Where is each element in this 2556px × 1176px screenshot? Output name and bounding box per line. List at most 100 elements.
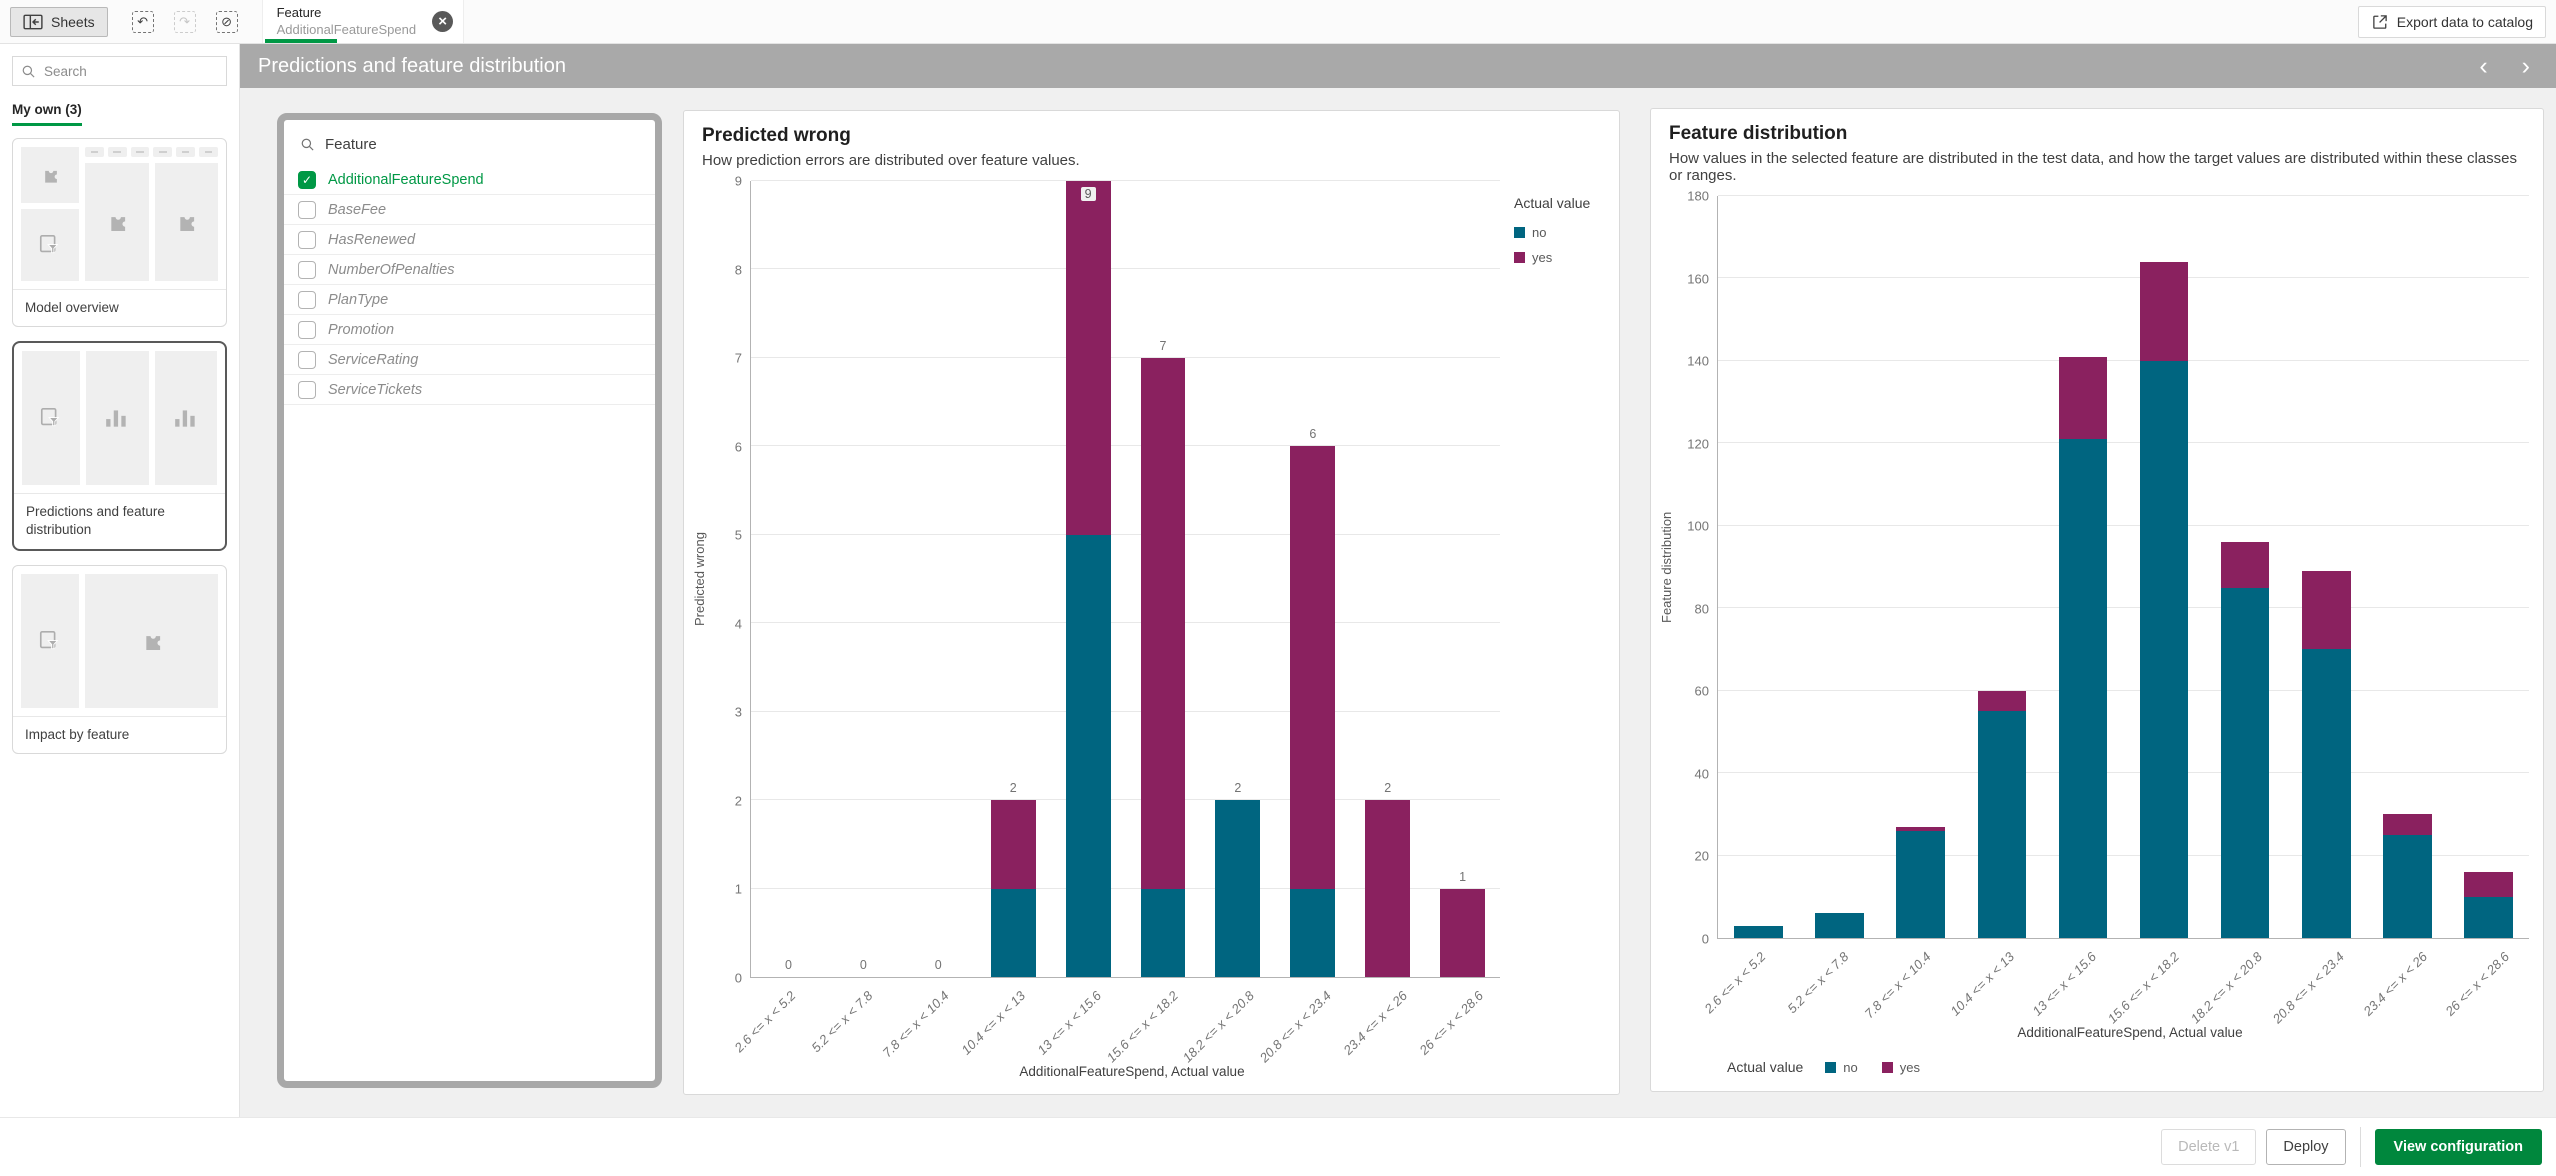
chart-title: Predicted wrong — [702, 125, 851, 146]
y-axis-tick-label: 60 — [1694, 683, 1709, 699]
clear-selections-button[interactable]: ⊘ — [215, 10, 238, 33]
bar-segment-no[interactable] — [2220, 587, 2270, 938]
feature-distribution-chart: Feature distribution How values in the s… — [1650, 108, 2544, 1092]
bar-segment-yes[interactable] — [1065, 181, 1111, 535]
legend-label: yes — [1899, 1059, 1920, 1075]
export-data-button[interactable]: Export data to catalog — [2357, 5, 2546, 38]
sheet-search-box[interactable] — [12, 56, 227, 86]
bar-segment-yes[interactable] — [1896, 826, 1946, 831]
filter-list-item-PlanType[interactable]: PlanType — [284, 285, 655, 315]
selection-field-value: AdditionalFeatureSpend — [276, 21, 417, 37]
puzzle-icon — [45, 170, 57, 183]
bar-segment-yes[interactable] — [1977, 690, 2027, 712]
bar-segment-yes[interactable] — [2464, 872, 2513, 897]
bottom-action-bar: Delete v1 Deploy View configuration — [0, 1117, 2556, 1176]
bar-segment-no[interactable] — [2139, 360, 2189, 938]
step-back-selection-button[interactable]: ↶ — [131, 10, 154, 33]
bar-value-label: 2 — [1384, 781, 1392, 796]
feature-filter-panel: Feature ✓ AdditionalFeatureSpend BaseFee Ha… — [277, 113, 662, 1088]
view-configuration-button[interactable]: View configuration — [2374, 1129, 2542, 1165]
bar-segment-no[interactable] — [1734, 925, 1783, 938]
checkbox-unchecked-icon[interactable] — [298, 230, 316, 249]
checkbox-unchecked-icon[interactable] — [298, 380, 316, 399]
gridline — [751, 268, 1500, 270]
legend-item-yes[interactable]: yes — [1514, 250, 1605, 265]
filter-item-label: NumberOfPenalties — [328, 261, 455, 278]
bar-segment-yes[interactable] — [2382, 814, 2432, 835]
step-forward-selection-button[interactable]: ↷ — [173, 10, 196, 33]
bar-segment-no[interactable] — [1065, 534, 1111, 977]
bar-segment-yes[interactable] — [1365, 800, 1411, 977]
gridline — [751, 622, 1500, 624]
bar-segment-no[interactable] — [2464, 896, 2513, 938]
bar-segment-no[interactable] — [2058, 439, 2108, 938]
bar-segment-yes[interactable] — [2139, 261, 2189, 361]
bar-segment-yes[interactable] — [2220, 542, 2270, 588]
bar-segment-no[interactable] — [1215, 800, 1261, 977]
y-axis-tick-label: 6 — [734, 439, 742, 455]
sheets-sidebar: My own (3) — [0, 44, 240, 1117]
thumb-tile — [22, 351, 80, 486]
filter-list-item-AdditionalFeatureSpend[interactable]: ✓ AdditionalFeatureSpend — [284, 165, 655, 195]
bar-slot — [1961, 196, 2042, 938]
checkbox-unchecked-icon[interactable] — [298, 200, 316, 219]
bar-segment-yes[interactable] — [1140, 357, 1186, 889]
sheet-card-predictions-and-feature-distribution[interactable]: Predictions and feature distribution — [12, 341, 227, 551]
filter-item-label: HasRenewed — [328, 231, 416, 248]
bar-segment-no[interactable] — [1896, 830, 1946, 938]
filter-list-item-Promotion[interactable]: Promotion — [284, 315, 655, 345]
sheets-button[interactable]: Sheets — [10, 6, 108, 37]
y-axis-tick-label: 100 — [1687, 518, 1709, 534]
y-axis-tick-label: 80 — [1694, 601, 1709, 617]
search-icon — [300, 137, 315, 152]
filter-list-item-BaseFee[interactable]: BaseFee — [284, 195, 655, 225]
legend-item-yes[interactable]: yes — [1881, 1059, 1920, 1075]
next-sheet-chevron-icon[interactable]: › — [2521, 51, 2530, 80]
previous-sheet-chevron-icon[interactable]: ‹ — [2479, 51, 2488, 80]
bar-segment-no[interactable] — [1815, 913, 1864, 938]
bar-segment-yes[interactable] — [1290, 446, 1336, 889]
bar-value-label: 0 — [784, 958, 792, 972]
feature-list: ✓ AdditionalFeatureSpend BaseFee HasRenewed… — [284, 165, 655, 405]
filter-list-item-NumberOfPenalties[interactable]: NumberOfPenalties — [284, 255, 655, 285]
sheet-card-impact-by-feature[interactable]: Impact by feature — [12, 564, 227, 754]
checkbox-checked-icon[interactable]: ✓ — [298, 170, 316, 189]
checkbox-unchecked-icon[interactable] — [298, 320, 316, 339]
checkbox-unchecked-icon[interactable] — [298, 290, 316, 309]
bar-segment-no[interactable] — [1977, 711, 2027, 938]
y-axis-title: Feature distribution — [1659, 511, 1674, 624]
deploy-button[interactable]: Deploy — [2266, 1129, 2346, 1165]
checkbox-unchecked-icon[interactable] — [298, 260, 316, 279]
sheet-card-model-overview[interactable]: Model overview — [12, 138, 227, 328]
bar-segment-yes[interactable] — [2301, 571, 2351, 650]
close-icon[interactable]: × — [432, 11, 454, 32]
bar-slot — [2448, 196, 2529, 938]
bar-segment-yes[interactable] — [1440, 888, 1486, 977]
bar-segment-no[interactable] — [1140, 888, 1186, 977]
filter-item-label: BaseFee — [328, 201, 387, 218]
clear-selections-icon: ⊘ — [215, 10, 238, 33]
bar-segment-no[interactable] — [1290, 888, 1336, 977]
filter-list-item-ServiceRating[interactable]: ServiceRating — [284, 345, 655, 375]
legend-item-no[interactable]: no — [1825, 1059, 1858, 1075]
bar-segment-yes[interactable] — [990, 800, 1036, 889]
sheet-card-label: Model overview — [13, 289, 226, 326]
legend-label: no — [1843, 1059, 1858, 1075]
legend-item-no[interactable]: no — [1514, 225, 1605, 240]
bar-segment-yes[interactable] — [2058, 356, 2108, 440]
bar-segment-no[interactable] — [2382, 834, 2432, 938]
search-input[interactable] — [44, 63, 221, 79]
delete-version-button[interactable]: Delete v1 — [2161, 1129, 2257, 1165]
bar-segment-no[interactable] — [2301, 649, 2351, 938]
x-axis-title: AdditionalFeatureSpend, Actual value — [2017, 1025, 2243, 1040]
chart-legend: Actual value no yes — [1651, 1055, 2543, 1091]
chart-header: Predicted wrong How prediction errors ar… — [684, 111, 1619, 171]
bar-slot: 0 — [901, 181, 976, 977]
filter-list-item-HasRenewed[interactable]: HasRenewed — [284, 225, 655, 255]
bar-segment-no[interactable] — [990, 888, 1036, 977]
sheet-card-label: Predictions and feature distribution — [14, 493, 225, 548]
selection-chip[interactable]: Feature AdditionalFeatureSpend × — [261, 0, 465, 43]
filter-list-item-ServiceTickets[interactable]: ServiceTickets — [284, 375, 655, 405]
puzzle-icon — [111, 217, 125, 231]
checkbox-unchecked-icon[interactable] — [298, 350, 316, 369]
